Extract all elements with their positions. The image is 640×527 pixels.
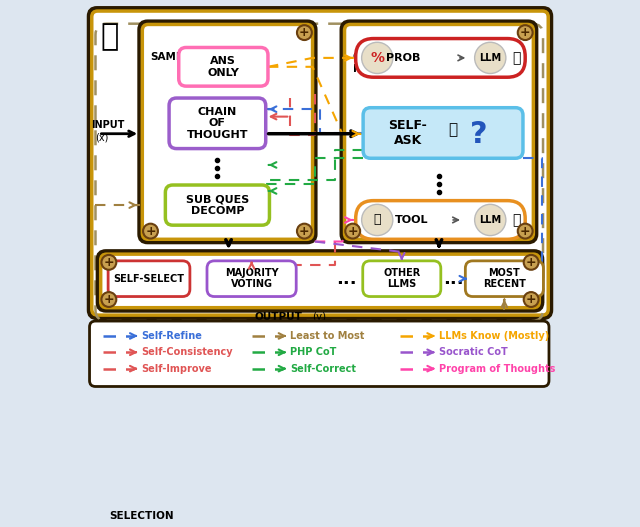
Text: 🤖: 🤖: [448, 122, 457, 138]
FancyBboxPatch shape: [465, 261, 543, 297]
Text: Self-Consistency: Self-Consistency: [141, 347, 233, 357]
Text: ...: ...: [443, 270, 463, 288]
Circle shape: [297, 223, 312, 239]
Text: +: +: [526, 256, 536, 269]
FancyBboxPatch shape: [165, 185, 269, 225]
Text: OUTPUT: OUTPUT: [254, 311, 302, 321]
Text: SELF-
ASK: SELF- ASK: [388, 119, 427, 147]
FancyBboxPatch shape: [179, 47, 268, 86]
Text: Self-Refine: Self-Refine: [141, 331, 202, 341]
Text: ...: ...: [336, 270, 356, 288]
Text: LLMs Know (Mostly): LLMs Know (Mostly): [439, 331, 549, 341]
Text: %: %: [371, 51, 384, 65]
Text: +: +: [104, 256, 114, 269]
FancyBboxPatch shape: [140, 22, 315, 241]
FancyBboxPatch shape: [363, 108, 523, 158]
Text: +: +: [145, 225, 156, 238]
Circle shape: [524, 255, 539, 270]
Circle shape: [143, 223, 158, 239]
FancyBboxPatch shape: [92, 11, 548, 315]
Text: SUB QUES
DECOMP: SUB QUES DECOMP: [186, 194, 249, 216]
Text: +: +: [348, 225, 358, 238]
Text: Self-Improve: Self-Improve: [141, 364, 212, 374]
Text: ?: ?: [470, 120, 487, 149]
FancyBboxPatch shape: [169, 98, 266, 149]
Text: +: +: [104, 293, 114, 306]
Text: Socratic CoT: Socratic CoT: [439, 347, 508, 357]
Circle shape: [101, 292, 116, 307]
Text: +: +: [299, 26, 310, 39]
Circle shape: [362, 204, 393, 236]
Text: MOST
RECENT: MOST RECENT: [483, 268, 526, 289]
FancyBboxPatch shape: [90, 321, 549, 386]
Text: LLM: LLM: [479, 53, 501, 63]
Circle shape: [518, 223, 532, 239]
Text: PHP CoT: PHP CoT: [291, 347, 337, 357]
Text: ANS
ONLY: ANS ONLY: [207, 56, 239, 77]
FancyBboxPatch shape: [99, 252, 541, 310]
Circle shape: [345, 223, 360, 239]
Text: CHAIN
OF
THOUGHT: CHAIN OF THOUGHT: [187, 106, 248, 140]
Text: PROB: PROB: [386, 53, 420, 63]
Circle shape: [297, 25, 312, 40]
FancyBboxPatch shape: [356, 38, 525, 77]
Text: SAMPLING: SAMPLING: [150, 52, 212, 62]
Circle shape: [101, 255, 116, 270]
Text: (y): (y): [312, 311, 326, 321]
Text: Self-Correct: Self-Correct: [291, 364, 356, 374]
Text: 🌀: 🌀: [512, 51, 520, 65]
Text: Least to Most: Least to Most: [291, 331, 365, 341]
Text: (x): (x): [95, 132, 109, 142]
FancyBboxPatch shape: [342, 22, 536, 241]
Text: OTHER
LLMS: OTHER LLMS: [383, 268, 420, 289]
Circle shape: [475, 42, 506, 73]
Text: CONDITIONAL
RESAMPLING: CONDITIONAL RESAMPLING: [353, 52, 433, 74]
Text: +: +: [520, 225, 531, 238]
Text: +: +: [526, 293, 536, 306]
Text: SELF-SELECT: SELF-SELECT: [113, 274, 184, 284]
Circle shape: [475, 204, 506, 236]
Text: +: +: [520, 26, 531, 39]
FancyBboxPatch shape: [142, 24, 312, 239]
FancyBboxPatch shape: [356, 201, 525, 239]
Text: TOOL: TOOL: [395, 215, 428, 225]
FancyBboxPatch shape: [363, 261, 441, 297]
FancyBboxPatch shape: [344, 24, 533, 239]
Text: INPUT: INPUT: [91, 120, 124, 130]
Text: 🌀: 🌀: [512, 213, 520, 227]
FancyBboxPatch shape: [90, 9, 550, 317]
Text: SELECTION: SELECTION: [109, 511, 173, 521]
Text: 🪛: 🪛: [100, 23, 119, 52]
Text: LLM: LLM: [479, 215, 501, 225]
FancyBboxPatch shape: [207, 261, 296, 297]
FancyBboxPatch shape: [100, 254, 540, 308]
Text: Program of Thoughts: Program of Thoughts: [439, 364, 556, 374]
FancyBboxPatch shape: [108, 261, 190, 297]
Text: +: +: [299, 225, 310, 238]
Text: MAJORITY
VOTING: MAJORITY VOTING: [225, 268, 278, 289]
Circle shape: [518, 25, 532, 40]
Circle shape: [524, 292, 539, 307]
Text: 🔧: 🔧: [374, 213, 381, 227]
Circle shape: [362, 42, 393, 73]
